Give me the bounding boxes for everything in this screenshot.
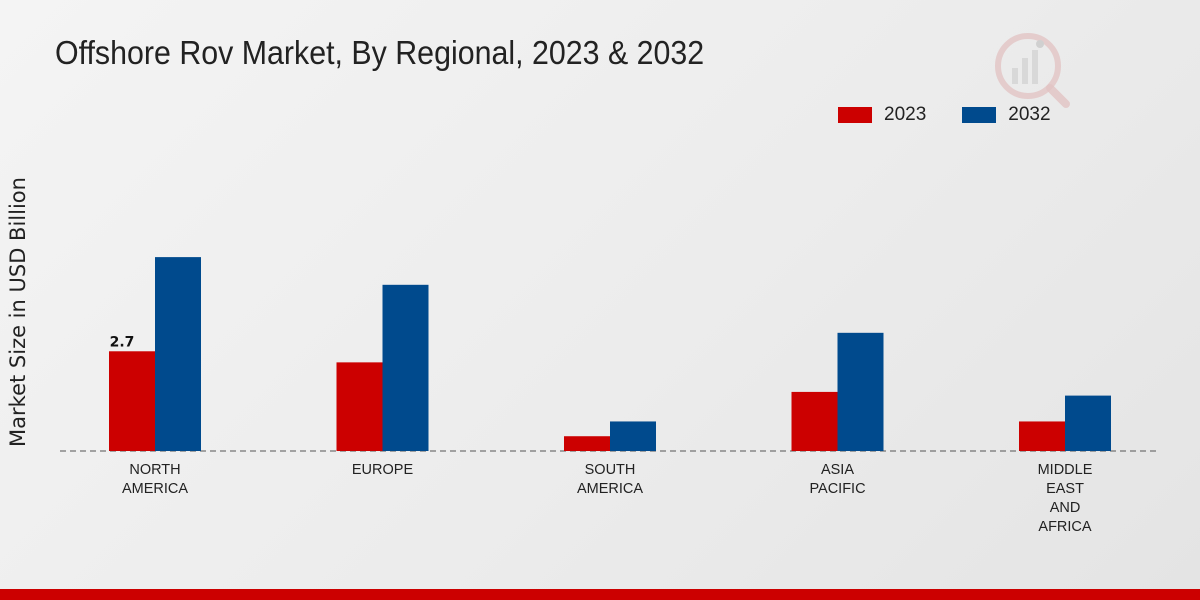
bar-2023-1 xyxy=(336,362,383,451)
bar-2032-1 xyxy=(382,284,429,451)
bar-2032-2 xyxy=(610,421,656,451)
x-tick-label-0: NORTH AMERICA xyxy=(122,462,188,497)
x-tick-label-3: ASIA PACIFIC xyxy=(809,462,865,497)
footer-accent-bar xyxy=(0,589,1200,600)
bar-2023-2 xyxy=(564,436,610,451)
bar-2023-0 xyxy=(109,351,155,451)
chart-legend: 2023 2032 xyxy=(838,104,1087,126)
chart-title: Offshore Rov Market, By Regional, 2023 &… xyxy=(55,34,705,71)
bar-2032-0 xyxy=(155,257,201,451)
bar-2023-4 xyxy=(1019,421,1065,451)
data-label-0: 2.7 xyxy=(110,334,135,350)
bar-2023-3 xyxy=(791,391,838,451)
bar-2032-3 xyxy=(837,332,884,451)
bar-2032-4 xyxy=(1065,395,1111,451)
x-tick-label-1: EUROPE xyxy=(352,462,414,478)
legend-item-2023: 2023 xyxy=(838,104,926,126)
legend-item-2032: 2032 xyxy=(962,104,1051,126)
legend-swatch-2032 xyxy=(962,107,997,123)
watermark-logo-icon xyxy=(995,33,1070,108)
legend-label-2032: 2032 xyxy=(1008,104,1051,125)
legend-swatch-2023 xyxy=(838,107,872,123)
legend-label-2023: 2023 xyxy=(884,104,927,125)
x-tick-label-2: SOUTH AMERICA xyxy=(577,462,643,497)
x-tick-label-4: MIDDLE EAST AND AFRICA xyxy=(1038,462,1093,535)
